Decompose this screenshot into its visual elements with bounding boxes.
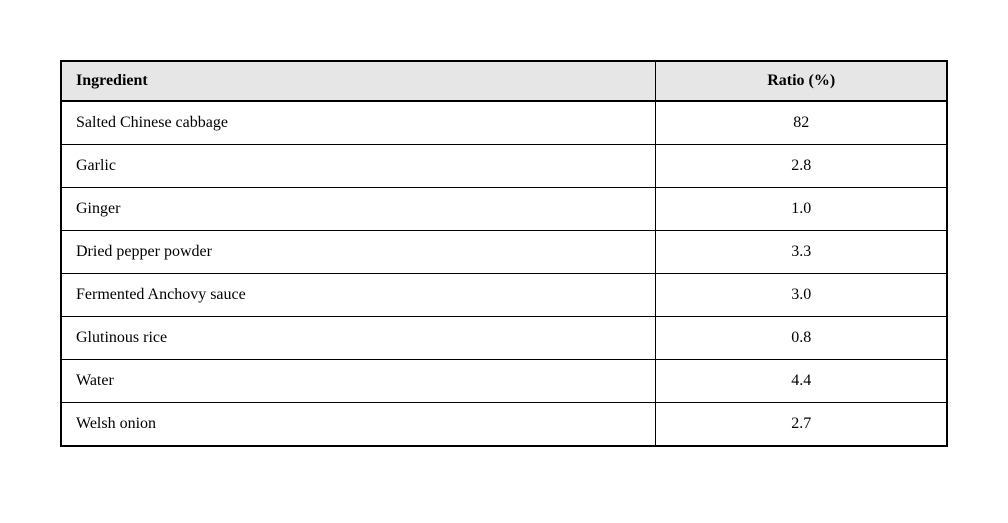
table-row: Water 4.4 <box>61 360 947 403</box>
cell-ratio: 4.4 <box>656 360 947 403</box>
col-header-ingredient: Ingredient <box>61 61 656 101</box>
cell-ratio: 3.0 <box>656 274 947 317</box>
cell-ingredient: Salted Chinese cabbage <box>61 101 656 145</box>
cell-ingredient: Ginger <box>61 188 656 231</box>
col-header-ratio: Ratio (%) <box>656 61 947 101</box>
table-row: Welsh onion 2.7 <box>61 403 947 447</box>
table-row: Salted Chinese cabbage 82 <box>61 101 947 145</box>
cell-ingredient: Fermented Anchovy sauce <box>61 274 656 317</box>
ingredients-table: Ingredient Ratio (%) Salted Chinese cabb… <box>60 60 948 447</box>
cell-ingredient: Glutinous rice <box>61 317 656 360</box>
table-row: Dried pepper powder 3.3 <box>61 231 947 274</box>
cell-ingredient: Garlic <box>61 145 656 188</box>
table-row: Garlic 2.8 <box>61 145 947 188</box>
cell-ratio: 82 <box>656 101 947 145</box>
cell-ratio: 3.3 <box>656 231 947 274</box>
table-header-row: Ingredient Ratio (%) <box>61 61 947 101</box>
table-row: Fermented Anchovy sauce 3.0 <box>61 274 947 317</box>
table-row: Ginger 1.0 <box>61 188 947 231</box>
cell-ratio: 1.0 <box>656 188 947 231</box>
cell-ingredient: Dried pepper powder <box>61 231 656 274</box>
cell-ingredient: Welsh onion <box>61 403 656 447</box>
cell-ingredient: Water <box>61 360 656 403</box>
cell-ratio: 2.8 <box>656 145 947 188</box>
cell-ratio: 2.7 <box>656 403 947 447</box>
table-row: Glutinous rice 0.8 <box>61 317 947 360</box>
cell-ratio: 0.8 <box>656 317 947 360</box>
